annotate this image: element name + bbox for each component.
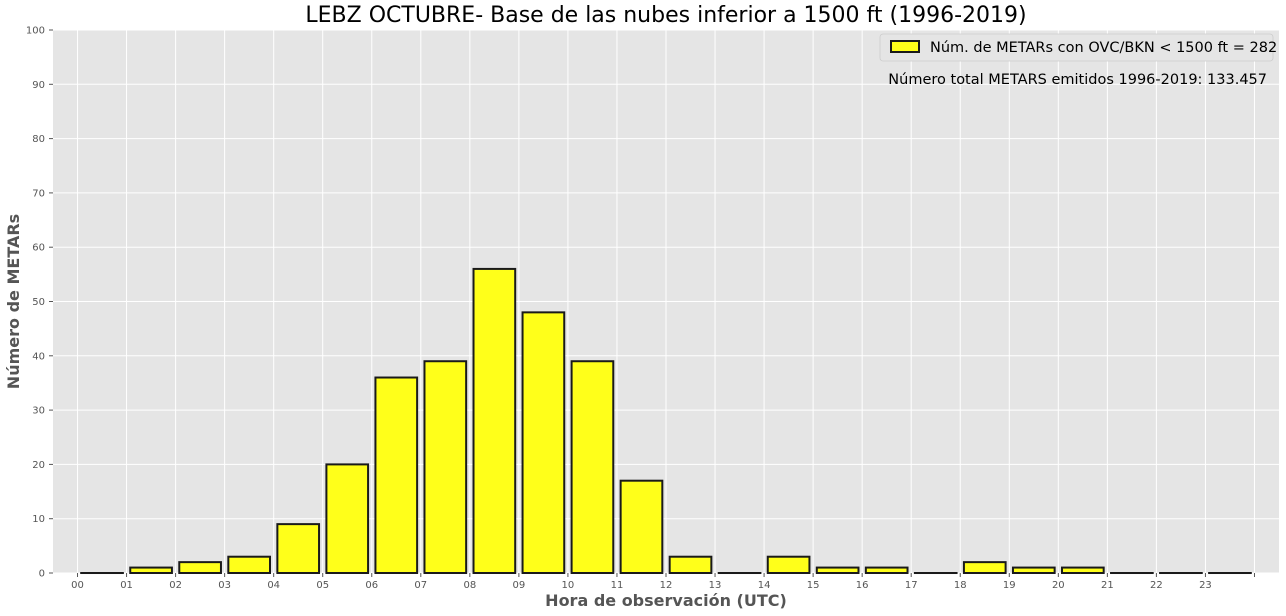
bar-06 [374, 376, 419, 574]
x-tick-label: 19 [1003, 580, 1016, 591]
bar-04 [276, 523, 321, 575]
x-tick-label: 02 [169, 580, 182, 591]
bars [80, 267, 1252, 575]
x-tick-label: 16 [856, 580, 869, 591]
bar-18 [962, 561, 1007, 575]
bar-09 [521, 311, 566, 574]
y-tick-label: 60 [32, 243, 45, 254]
x-tick-label: 17 [905, 580, 918, 591]
x-tick-label: 03 [218, 580, 231, 591]
x-tick-label: 14 [758, 580, 771, 591]
bar-01 [129, 566, 173, 575]
bar-05 [325, 463, 370, 574]
x-tick-label: 10 [562, 580, 575, 591]
x-tick-label: 01 [120, 580, 133, 591]
y-tick-label: 20 [32, 460, 45, 471]
x-tick-label: 13 [709, 580, 722, 591]
bar-03 [227, 555, 272, 575]
y-tick-label: 30 [32, 406, 45, 417]
grid-lines [53, 29, 1279, 574]
x-axis-label: Hora de observación (UTC) [545, 591, 787, 610]
legend-swatch [890, 40, 920, 53]
bar-15 [815, 566, 860, 575]
y-tick-label: 80 [32, 134, 45, 145]
x-tick-label: 06 [365, 580, 378, 591]
x-tick-label: 08 [463, 580, 476, 591]
bar-08 [472, 267, 517, 574]
x-tick-label: 11 [611, 580, 624, 591]
bar-14 [766, 555, 811, 575]
bar-20 [1060, 566, 1105, 575]
x-tick-label: 21 [1101, 580, 1114, 591]
y-tick-label: 70 [32, 188, 45, 199]
x-tick-label: 20 [1052, 580, 1065, 591]
bar-02 [178, 561, 222, 575]
total-metars-annotation: Número total METARS emitidos 1996-2019: … [888, 72, 1267, 88]
x-tick-label: 22 [1150, 580, 1163, 591]
y-tick-label: 50 [32, 297, 45, 308]
y-tick-label: 90 [32, 80, 45, 91]
x-tick-label: 05 [316, 580, 329, 591]
legend-entry: Núm. de METARs con OVC/BKN < 1500 ft = 2… [930, 40, 1277, 56]
x-tick-label: 23 [1199, 580, 1212, 591]
y-tick-label: 0 [39, 569, 45, 580]
x-tick-label: 09 [513, 580, 526, 591]
bar-07 [423, 360, 468, 575]
bar-12 [668, 555, 713, 575]
x-tick-label: 04 [267, 580, 280, 591]
y-tick-label: 100 [26, 26, 45, 37]
y-tick-label: 10 [32, 514, 45, 525]
chart-title: LEBZ OCTUBRE- Base de las nubes inferior… [305, 3, 1026, 28]
x-tick-label: 18 [954, 580, 967, 591]
x-tick-label: 07 [414, 580, 427, 591]
x-tick-label: 12 [660, 580, 673, 591]
y-axis-label: Número de METARs [4, 214, 23, 389]
legend: Núm. de METARs con OVC/BKN < 1500 ft = 2… [879, 33, 1277, 62]
y-axis-ticks: 0 10 20 30 40 50 60 70 80 90 100 [26, 26, 53, 580]
legend-box [879, 33, 1274, 62]
bar-16 [864, 566, 909, 575]
x-axis-ticks: 00 01 02 03 04 05 06 07 08 09 10 11 12 13 14 15 16 17 18 19… [71, 573, 1255, 591]
x-tick-label: 15 [807, 580, 820, 591]
y-tick-label: 40 [32, 351, 45, 362]
bar-11 [619, 479, 664, 574]
bar-19 [1011, 566, 1056, 575]
x-tick-label: 00 [71, 580, 84, 591]
bar-10 [570, 360, 615, 575]
